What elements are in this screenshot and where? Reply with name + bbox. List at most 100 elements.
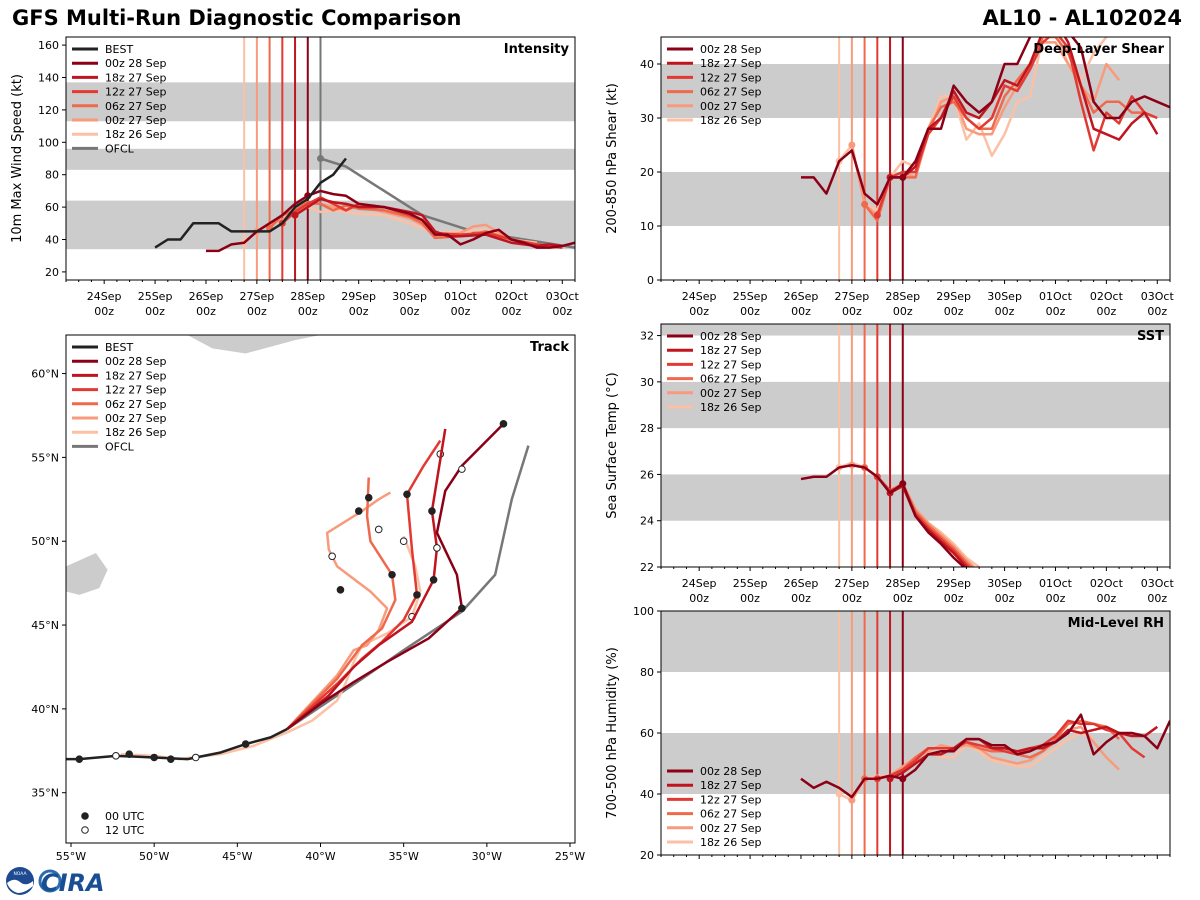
series-marker <box>848 796 856 804</box>
x-tick-day: 24Sep <box>682 290 717 303</box>
legend-label: OFCL <box>105 440 135 453</box>
x-tick-hour: 00z <box>1147 592 1167 605</box>
x-tick-hour: 00z <box>944 305 964 318</box>
track-point-00utc <box>336 586 345 594</box>
noaa-wave-icon <box>7 879 33 893</box>
x-tick-hour: 00z <box>145 305 165 318</box>
y-tick-label: 35°N <box>31 787 59 800</box>
x-tick-hour: 00z <box>893 305 913 318</box>
x-tick-hour: 00z <box>196 305 216 318</box>
x-tick-day: 03Oct <box>546 290 580 303</box>
y-tick-label: 40 <box>640 788 654 801</box>
track-point-00utc <box>388 570 396 579</box>
x-tick-day: 01Oct <box>1039 290 1073 303</box>
track-point-00utc <box>75 755 84 763</box>
track-point-12utc <box>328 552 336 561</box>
plot-area <box>66 37 575 280</box>
y-tick-label: 60 <box>45 201 59 214</box>
y-tick-label: 22 <box>640 561 654 574</box>
x-tick-day: 26Sep <box>784 577 819 590</box>
legend-label: 12z 27 Sep <box>700 793 762 806</box>
panel-intensity: 20 40 60 80 100 120 140 160 24Sep 00z 25Sep 00z 26Se… <box>10 36 580 318</box>
x-tick-day: 28Sep <box>885 865 920 866</box>
legend-label: 00z 27 Sep <box>105 114 167 127</box>
x-tick-hour: 00z <box>689 592 709 605</box>
x-tick-day: 03Oct <box>1141 865 1175 866</box>
legend-label: 18z 26 Sep <box>105 128 167 141</box>
y-tick-label: 120 <box>38 104 59 117</box>
x-tick-day: 30Sep <box>987 577 1022 590</box>
x-tick-hour: 00z <box>552 305 572 318</box>
legend-label: 00z 28 Sep <box>700 765 762 778</box>
series-marker <box>317 155 324 162</box>
x-tick-day: 28Sep <box>885 577 920 590</box>
y-tick-label: 40°N <box>31 703 59 716</box>
legend-marker <box>81 812 89 820</box>
series-line-0 <box>800 713 1170 799</box>
x-tick-hour: 00z <box>400 305 420 318</box>
x-tick-day: 25Sep <box>733 865 768 866</box>
series-line-1 <box>889 725 1159 780</box>
y-tick-label: 140 <box>38 72 59 85</box>
shaded-band <box>661 172 1170 226</box>
figure-title: GFS Multi-Run Diagnostic Comparison <box>12 6 462 30</box>
y-tick-label: 50°N <box>31 535 59 548</box>
series-line-0 <box>800 37 1170 206</box>
track-point-00utc <box>499 420 508 428</box>
x-tick-day: 24Sep <box>682 865 717 866</box>
legend-label: BEST <box>105 43 133 56</box>
legend-label: BEST <box>105 341 133 354</box>
panel-rh: 2040608010024Sep00z25Sep00z26Sep00z27Sep… <box>605 605 1174 866</box>
y-tick-label: 24 <box>640 515 654 528</box>
x-tick-hour: 00z <box>689 305 709 318</box>
x-tick-hour: 00z <box>1096 592 1116 605</box>
legend-label: 00z 28 Sep <box>105 355 167 368</box>
panel-title: Track <box>530 340 569 355</box>
panel-track: 35°N 40°N 45°N 50°N 55°N 60°N 55°W 50°W 45°W 40°W… <box>31 334 585 863</box>
track-point-00utc <box>458 604 466 613</box>
y-axis-label: 700-500 hPa Humidity (%) <box>605 647 620 819</box>
cira-emblem-icon <box>38 869 62 893</box>
x-tick-hour: 00z <box>1096 305 1116 318</box>
y-tick-label: 26 <box>640 468 654 481</box>
track-point-12utc <box>191 753 200 762</box>
y-tick-label: 30 <box>640 112 654 125</box>
x-tick-day: 27Sep <box>835 865 870 866</box>
y-tick-label: 45°N <box>31 619 59 632</box>
x-tick-hour: 00z <box>791 305 811 318</box>
x-tick-day: 02Oct <box>1090 577 1124 590</box>
y-tick-label: 100 <box>633 605 654 618</box>
y-tick-label: 80 <box>640 666 654 679</box>
legend-label: 18z 26 Sep <box>700 401 762 414</box>
panel-title: SST <box>1137 329 1164 344</box>
x-tick-day: 29Sep <box>936 290 971 303</box>
legend-label: 18z 27 Sep <box>105 71 167 84</box>
x-tick-day: 03Oct <box>1141 577 1175 590</box>
x-tick-label: 50°W <box>139 850 169 863</box>
y-tick-label: 40 <box>640 58 654 71</box>
x-tick-hour: 00z <box>1046 305 1066 318</box>
series-marker <box>873 211 881 219</box>
x-tick-day: 02Oct <box>495 290 529 303</box>
x-tick-day: 01Oct <box>444 290 478 303</box>
panel-title: Deep-Layer Shear <box>1033 42 1164 57</box>
legend-label: 00z 27 Sep <box>105 412 167 425</box>
x-tick-hour: 00z <box>791 592 811 605</box>
shaded-band <box>661 324 1170 336</box>
track-point-12utc <box>374 525 383 534</box>
noaa-logo-text: NOAA <box>13 871 27 877</box>
plot-area <box>661 324 1170 567</box>
legend-label: OFCL <box>105 142 135 155</box>
x-tick-day: 29Sep <box>936 577 971 590</box>
series-marker <box>835 790 843 798</box>
x-tick-hour: 00z <box>842 592 862 605</box>
land-mass <box>66 552 108 595</box>
y-tick-label: 100 <box>38 136 59 149</box>
series-line-2 <box>877 719 1146 780</box>
x-tick-hour: 00z <box>893 592 913 605</box>
x-tick-day: 29Sep <box>936 865 971 866</box>
series-line-0 <box>154 157 347 249</box>
panel-shear: 0 10 20 30 40 24Sep 00z 25Sep 00z 26Sep 00z 27Sep 00… <box>605 36 1174 318</box>
y-tick-label: 30 <box>640 376 654 389</box>
y-axis-label: 200-850 hPa Shear (kt) <box>605 83 620 234</box>
